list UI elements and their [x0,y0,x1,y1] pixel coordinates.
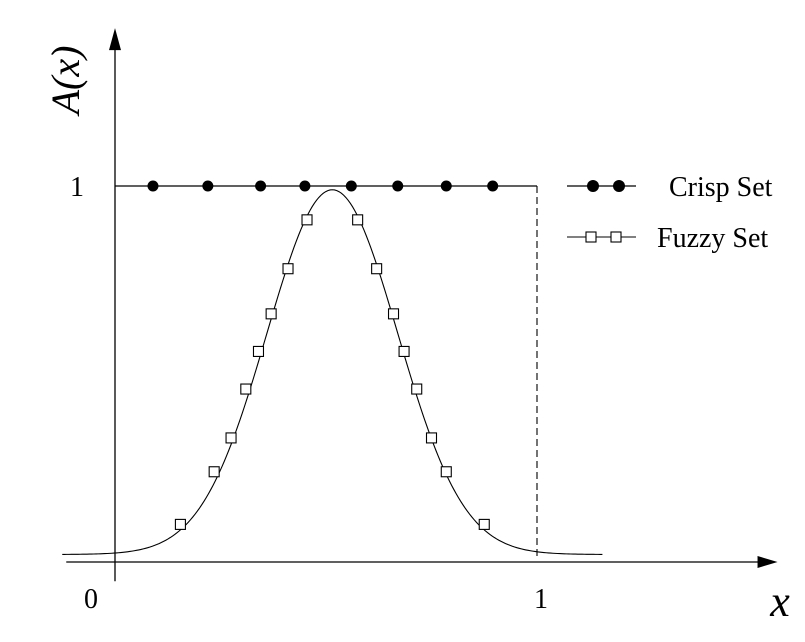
fuzzy-set-point [398,345,410,357]
crisp-set-point [255,180,267,192]
legend-crisp-marker [587,180,599,192]
crisp-set-point [202,180,214,192]
fuzzy-set-point [478,518,490,530]
legend-crisp-label: Crisp Set [669,172,773,203]
fuzzy-set-point [440,466,452,478]
fuzzy-set-point [174,518,186,530]
fuzzy-set-point [265,308,277,320]
fuzzy-set-point [411,383,423,395]
x-tick-label-1: 1 [534,584,548,615]
legend-item-fuzzy-set: Fuzzy Set [567,223,768,254]
fuzzy-set-point [387,308,400,320]
legend-fuzzy-label: Fuzzy Set [657,223,768,254]
legend-item-crisp-set: Crisp Set [567,172,773,203]
fuzzy-set-point [301,214,313,226]
legend-fuzzy-marker [585,231,597,243]
legend-fuzzy-marker [610,231,622,243]
crisp-set-series [115,180,538,560]
fuzzy-set-point [252,345,265,357]
crisp-set-point [392,180,404,192]
axes [66,28,778,582]
x-axis-arrowhead [757,556,778,568]
fuzzy-set-point [225,432,237,444]
fuzzy-set-point [425,432,438,444]
crisp-set-point [147,180,159,192]
crisp-set-point [299,180,311,192]
x-tick-labels: 0 1 [84,584,548,615]
x-axis-title: x [769,577,790,626]
y-axis-arrowhead [109,28,121,51]
y-tick-label-1: 1 [70,172,84,203]
x-tick-label-0: 0 [84,584,98,615]
fuzzy-set-point [352,214,364,226]
legend: Crisp Set Fuzzy Set [567,172,773,254]
crisp-set-markers [147,180,499,192]
crisp-set-point [440,180,452,192]
fuzzy-set-point [208,466,220,478]
fuzzy-set-point [282,263,294,275]
fuzzy-set-series [62,189,603,555]
crisp-set-point [487,180,499,192]
legend-crisp-marker [613,180,625,192]
fuzzy-set-point [240,383,252,395]
fuzzy-set-markers [174,214,490,530]
y-tick-labels: 1 [70,172,84,203]
y-axis-title: A(x) [43,46,88,118]
fuzzy-set-curve [62,189,603,555]
crisp-set-point [345,180,357,192]
fuzzy-set-point [371,263,383,275]
